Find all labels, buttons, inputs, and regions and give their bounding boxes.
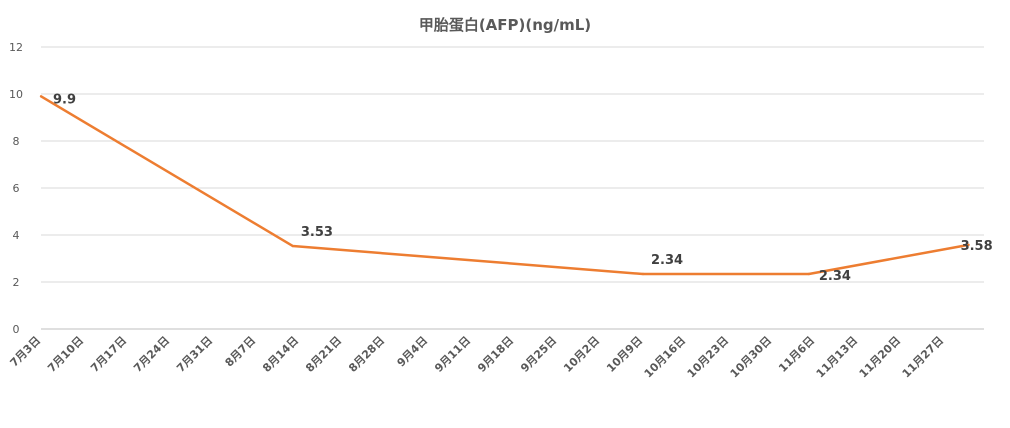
- y-axis-tick-labels: 0 2 4 6 8 10 12: [9, 41, 23, 336]
- y-tick-label: 8: [13, 135, 20, 148]
- x-tick-label: 10月2日: [561, 334, 602, 375]
- series-line: [40, 95, 969, 276]
- x-tick-label: 7月10日: [45, 334, 86, 375]
- y-tick-label: 12: [9, 41, 23, 54]
- x-tick-label: 10月16日: [642, 334, 688, 380]
- data-label: 9.9: [53, 92, 76, 107]
- data-point: [807, 272, 811, 276]
- x-tick-label: 9月11日: [432, 334, 473, 375]
- x-tick-label: 10月30日: [728, 334, 774, 380]
- x-tick-label: 8月14日: [260, 334, 301, 375]
- x-axis-tick-labels: 7月3日 7月10日 7月17日 7月24日 7月31日 8月7日 8月14日 8月21日 8月…: [8, 334, 947, 380]
- chart-title: 甲胎蛋白(AFP)(ng/mL): [419, 16, 591, 34]
- x-tick-label: 8月21日: [303, 334, 344, 375]
- x-tick-label: 9月4日: [395, 334, 431, 370]
- y-tick-label: 2: [13, 276, 20, 289]
- data-label: 3.58: [961, 239, 993, 254]
- x-tick-label: 11月27日: [900, 334, 946, 380]
- data-point: [967, 243, 970, 247]
- x-tick-label: 10月23日: [685, 334, 731, 380]
- gridlines: [41, 46, 984, 330]
- y-tick-label: 6: [13, 182, 20, 195]
- data-label: 2.34: [651, 253, 683, 268]
- data-point: [641, 272, 645, 276]
- x-tick-label: 10月9日: [604, 334, 645, 375]
- x-tick-label: 11月20日: [857, 334, 903, 380]
- x-tick-label: 7月17日: [88, 334, 129, 375]
- x-tick-label: 7月31日: [174, 334, 215, 375]
- x-tick-label: 8月28日: [346, 334, 387, 375]
- series-line-layer: [39, 95, 970, 276]
- y-tick-label: 10: [9, 88, 23, 101]
- data-labels: 9.9 3.53 2.34 2.34 3.58: [53, 92, 993, 284]
- x-tick-label: 7月24日: [131, 334, 172, 375]
- x-tick-label: 11月6日: [776, 334, 817, 375]
- data-label: 3.53: [301, 225, 333, 240]
- data-label: 2.34: [819, 269, 851, 284]
- x-tick-label: 8月7日: [223, 334, 259, 370]
- y-tick-label: 0: [13, 323, 20, 336]
- x-tick-label: 7月3日: [8, 334, 44, 370]
- data-point: [291, 244, 295, 248]
- x-tick-label: 11月13日: [814, 334, 860, 380]
- x-tick-label: 9月25日: [518, 334, 559, 375]
- y-tick-label: 4: [13, 229, 20, 242]
- x-tick-label: 9月18日: [475, 334, 516, 375]
- data-point: [39, 95, 43, 98]
